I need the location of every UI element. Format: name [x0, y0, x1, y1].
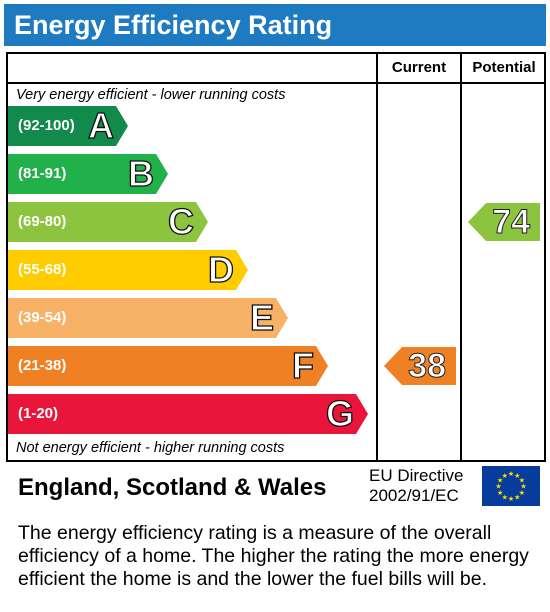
band-letter-label: B — [128, 153, 154, 194]
potential-column-divider — [460, 52, 462, 462]
band-a: (92-100) A — [8, 106, 128, 146]
chart-title: Energy Efficiency Rating — [4, 4, 546, 46]
eu-directive: EU Directive 2002/91/EC — [369, 466, 463, 506]
eu-star-icon: ★ — [508, 495, 514, 503]
eu-directive-line1: EU Directive — [369, 466, 464, 485]
band-g: (1-20) G — [8, 394, 368, 434]
band-range-label: (55-68) — [18, 261, 67, 278]
band-letter-label: D — [208, 249, 234, 290]
band-range-label: (21-38) — [18, 357, 67, 374]
potential-column-header: Potential — [472, 59, 536, 76]
band-range-label: (1-20) — [18, 405, 59, 422]
band-letter-label: E — [249, 297, 274, 338]
band-letter-label: F — [292, 345, 314, 386]
eu-star-icon: ★ — [514, 493, 520, 501]
current-rating-value: 38 — [408, 347, 447, 385]
band-d: (55-68) D — [8, 250, 248, 290]
eu-flag-icon: ★ ★ ★ ★ ★ ★ ★ ★ ★ ★ ★ ★ — [482, 466, 540, 506]
band-letter-label: C — [168, 201, 194, 242]
band-e: (39-54) E — [8, 298, 288, 338]
current-column-divider — [376, 52, 378, 462]
eu-directive-line2: 2002/91/EC — [369, 486, 459, 505]
band-letter-label: G — [325, 393, 354, 434]
eu-star-icon: ★ — [519, 489, 525, 497]
eu-star-icon: ★ — [502, 493, 508, 501]
eu-star-icon: ★ — [520, 483, 526, 491]
eu-star-icon: ★ — [502, 472, 508, 480]
eu-star-icon: ★ — [508, 470, 514, 478]
eu-star-icon: ★ — [495, 483, 501, 491]
current-rating-marker: 38 — [384, 347, 456, 385]
potential-rating-value: 74 — [492, 203, 531, 241]
footer-row-divider — [6, 460, 546, 462]
band-range-label: (92-100) — [18, 117, 75, 134]
band-c: (69-80) C — [8, 202, 208, 242]
band-letter-label: A — [88, 105, 114, 146]
eu-star-icon: ★ — [519, 476, 525, 484]
band-b: (81-91) B — [8, 154, 168, 194]
eu-star-icon: ★ — [514, 472, 520, 480]
eu-star-icon: ★ — [497, 489, 503, 497]
band-range-label: (39-54) — [18, 309, 67, 326]
header-row-divider — [6, 82, 546, 84]
region-label: England, Scotland & Wales — [18, 474, 327, 501]
current-column-header: Current — [391, 59, 447, 76]
not-efficient-note: Not energy efficient - higher running co… — [16, 440, 285, 456]
eu-stars: ★ ★★★★★★★★★★★ — [495, 470, 526, 503]
band-f: (21-38) F — [8, 346, 328, 386]
eu-star-icon: ★ — [497, 476, 503, 484]
band-range-label: (69-80) — [18, 213, 67, 230]
very-efficient-note: Very energy efficient - lower running co… — [16, 87, 286, 103]
rating-description: The energy efficiency rating is a measur… — [18, 522, 529, 590]
band-range-label: (81-91) — [18, 165, 67, 182]
